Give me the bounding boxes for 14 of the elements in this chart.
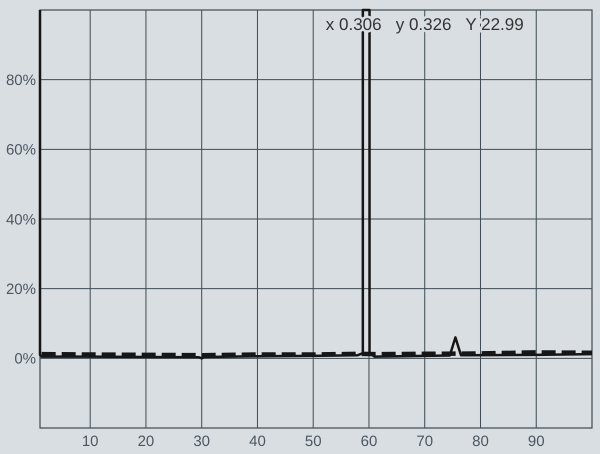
x-tick-label: 60 [360, 433, 378, 450]
x-tick-label: 80 [472, 433, 489, 450]
x-tick-label: 40 [249, 433, 266, 450]
x-tick-label: 70 [416, 433, 434, 450]
y-tick-label: 60% [6, 142, 36, 159]
x-tick-label: 50 [304, 433, 322, 450]
x-tick-label: 20 [138, 433, 154, 450]
y-tick-label: 0% [14, 350, 36, 368]
y-tick-label: 20% [6, 280, 36, 298]
x-tick-label: 10 [82, 433, 99, 450]
y-tick-label: 40% [6, 211, 36, 228]
x-tick-label: 30 [193, 433, 210, 450]
x-tick-label: 90 [528, 433, 545, 450]
y-tick-label: 80% [6, 72, 36, 89]
